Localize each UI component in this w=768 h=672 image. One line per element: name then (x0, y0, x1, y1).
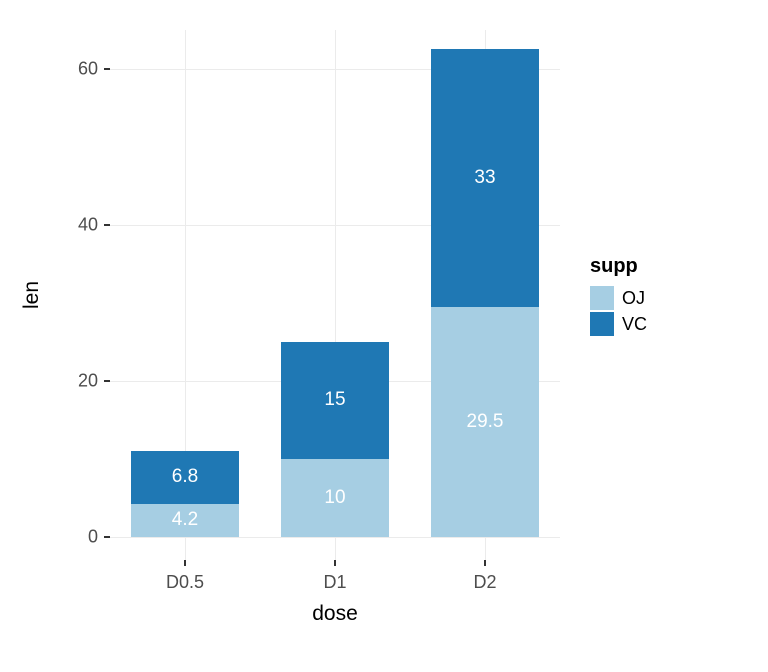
x-tick-label: D0.5 (166, 572, 204, 593)
chart-container: len dose supp OJ VC 0 20 40 60 D0.5 D1 D2 4.2 6.8… (0, 0, 768, 672)
legend-title: supp (590, 255, 647, 278)
y-tick-label: 60 (60, 58, 98, 79)
x-axis-title: dose (312, 602, 358, 626)
y-tick-mark (104, 380, 110, 382)
legend: supp OJ VC (590, 255, 647, 338)
y-tick-label: 40 (60, 214, 98, 235)
bar-value-label: 33 (474, 167, 495, 189)
y-tick-mark (104, 68, 110, 70)
y-axis-title: len (20, 281, 44, 309)
y-tick-mark (104, 536, 110, 538)
x-tick-mark (484, 560, 486, 566)
bar-value-label: 10 (324, 487, 345, 509)
bar-value-label: 6.8 (172, 466, 198, 488)
legend-item-oj: OJ (590, 286, 647, 310)
bar-value-label: 15 (324, 389, 345, 411)
x-tick-label: D1 (323, 572, 346, 593)
bar-value-label: 4.2 (172, 509, 198, 531)
legend-swatch (590, 286, 614, 310)
y-tick-mark (104, 224, 110, 226)
legend-label: VC (622, 314, 647, 335)
y-tick-label: 0 (60, 526, 98, 547)
legend-item-vc: VC (590, 312, 647, 336)
x-tick-label: D2 (473, 572, 496, 593)
x-tick-mark (184, 560, 186, 566)
bar-value-label: 29.5 (467, 411, 504, 433)
legend-label: OJ (622, 288, 645, 309)
y-tick-label: 20 (60, 370, 98, 391)
x-tick-mark (334, 560, 336, 566)
legend-swatch (590, 312, 614, 336)
